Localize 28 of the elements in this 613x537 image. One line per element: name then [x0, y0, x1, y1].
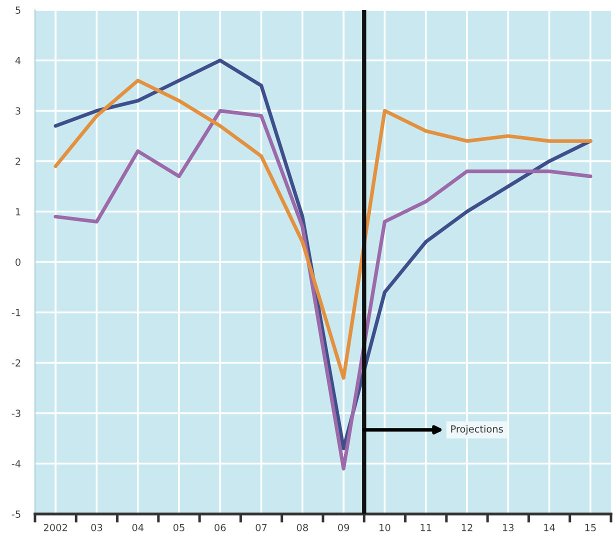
- x-tick-label: 05: [173, 524, 184, 532]
- x-tick-label: 12: [462, 524, 472, 532]
- y-tick-label: -2: [12, 359, 20, 366]
- x-tick-label: 14: [544, 524, 555, 532]
- y-tick-label: -1: [12, 309, 20, 316]
- y-tick-label: 5: [16, 6, 20, 14]
- x-tick-label: 10: [380, 524, 390, 532]
- y-tick-label: -5: [12, 510, 20, 518]
- y-tick-label: -3: [12, 410, 20, 418]
- y-tick-label: 4: [15, 57, 21, 64]
- line-series: [54, 108, 592, 470]
- x-tick-label: 03: [91, 524, 102, 532]
- x-tick-label: 15: [585, 524, 596, 532]
- x-tick-label: 11: [420, 524, 432, 532]
- y-tick-label: -4: [12, 460, 21, 468]
- x-tick-label: 13: [503, 524, 514, 532]
- y-tick-label: 1: [16, 208, 20, 216]
- y-tick-label: 3: [16, 107, 20, 115]
- y-tick-label: 2: [16, 158, 20, 165]
- x-tick-label: 04: [132, 524, 144, 532]
- line-series: [54, 78, 592, 380]
- x-tick-label: 2002: [44, 524, 67, 532]
- ref-line-label: Projections: [451, 425, 503, 435]
- x-tick-label: 09: [338, 524, 350, 532]
- x-tick-label: 08: [296, 524, 308, 532]
- y-tick-label: 0: [16, 258, 20, 266]
- x-tick-label: 06: [214, 524, 226, 532]
- x-tick-label: 07: [256, 524, 267, 532]
